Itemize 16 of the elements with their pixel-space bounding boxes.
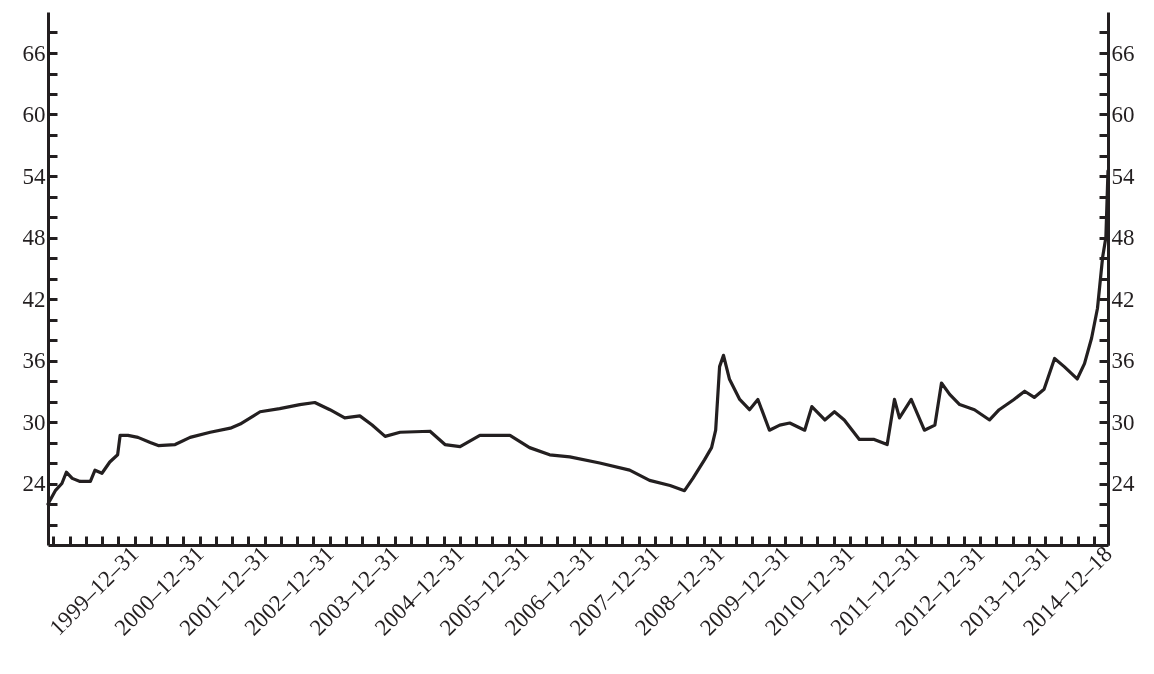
y2-tick-label: 54 xyxy=(1111,163,1135,189)
y2-tick-label: 30 xyxy=(1111,409,1135,435)
y2-tick-label: 48 xyxy=(1111,225,1135,250)
y-tick-label: 54 xyxy=(22,163,46,189)
y-tick-label: 36 xyxy=(22,348,46,373)
y-tick-label: 48 xyxy=(22,225,46,250)
y2-tick-label: 36 xyxy=(1111,348,1135,373)
y-tick-label: 30 xyxy=(22,409,46,435)
y2-tick-label: 60 xyxy=(1111,102,1135,127)
y2-tick-label: 42 xyxy=(1111,286,1135,312)
y-tick-label: 42 xyxy=(22,286,46,312)
y-tick-label: 24 xyxy=(22,471,46,496)
y-tick-label: 60 xyxy=(22,102,46,127)
y2-tick-label: 24 xyxy=(1111,471,1135,496)
y2-tick-label: 66 xyxy=(1111,40,1135,66)
y-tick-label: 66 xyxy=(22,40,46,66)
